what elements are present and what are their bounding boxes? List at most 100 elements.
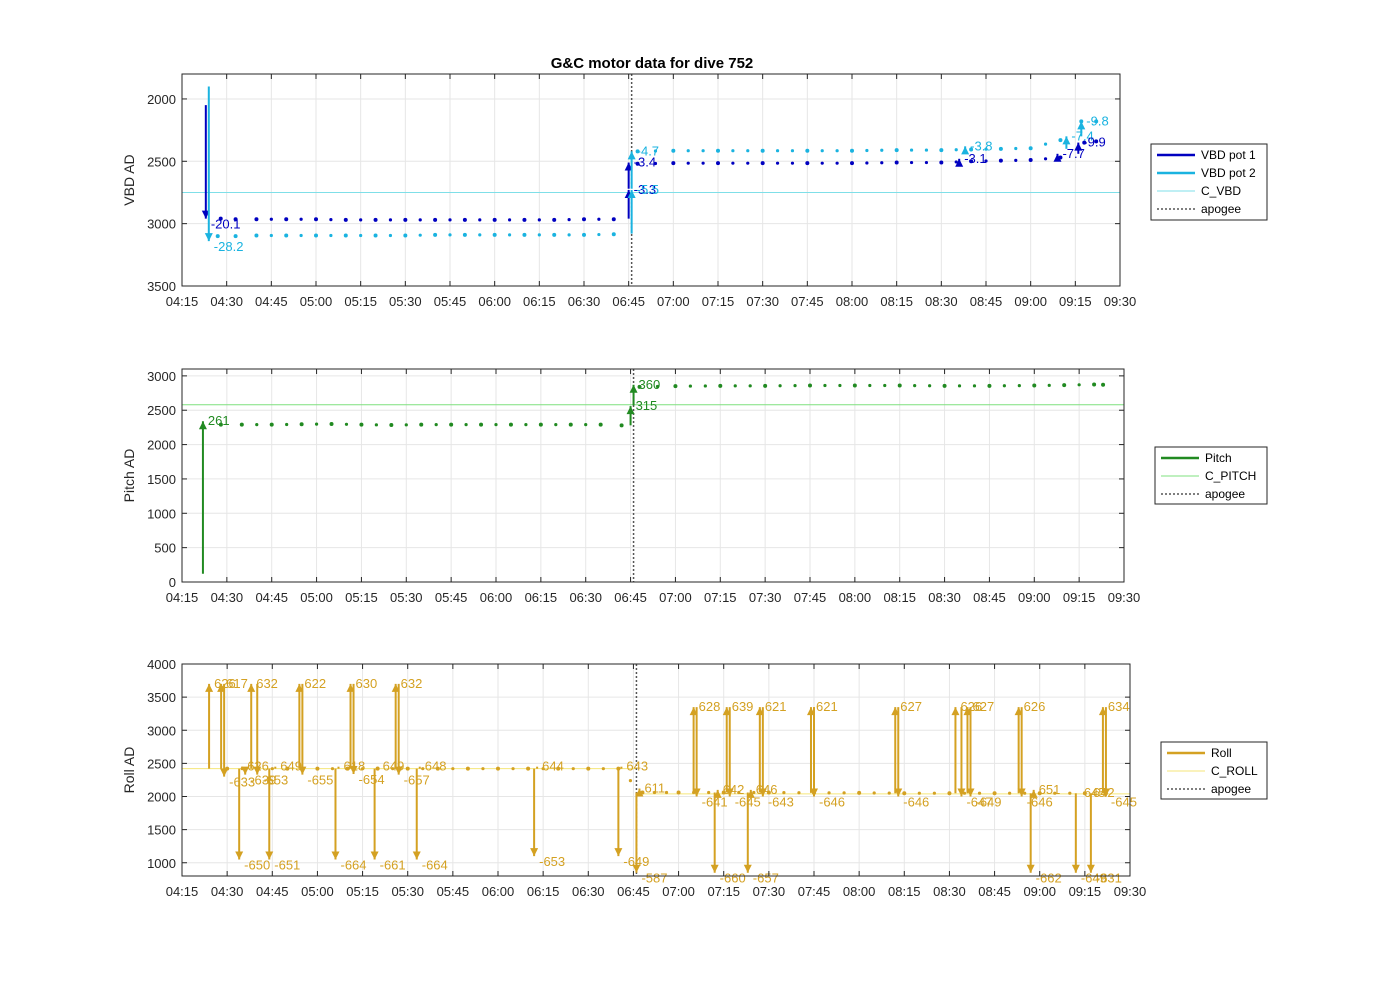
roll-move-label: -653 (262, 773, 288, 788)
roll-move-arrowhead (746, 789, 755, 798)
roll-move-label: 630 (356, 676, 378, 691)
vbd-data-point (984, 159, 988, 163)
roll-data-point (827, 791, 831, 795)
roll-move-label: 634 (1108, 699, 1130, 714)
pitch-y-tick-label: 1000 (147, 506, 176, 521)
vbd-data-point (1043, 142, 1048, 146)
pitch-data-point (1101, 382, 1106, 387)
pitch-data-point (389, 422, 394, 427)
roll-move-label: -649 (975, 795, 1001, 810)
roll-move-label: 626 (1024, 699, 1046, 714)
pitch-data-point (673, 384, 678, 389)
roll-data-point (857, 790, 862, 795)
vbd-data-point (403, 233, 408, 238)
pitch-y-tick-label: 0 (169, 575, 176, 590)
roll-move-label: 622 (304, 676, 326, 691)
vbd-move-arrowhead (204, 233, 213, 242)
roll-move-label: -651 (274, 857, 300, 872)
roll-move-label: -645 (1111, 795, 1137, 810)
pitch-x-tick-label: 04:30 (211, 590, 244, 605)
roll-move-label: -657 (753, 871, 779, 886)
vbd-data-point (314, 217, 318, 222)
vbd-move-label: -3.8 (970, 138, 992, 153)
vbd-data-point (611, 232, 616, 237)
vbd-data-point (462, 232, 467, 237)
pitch-x-tick-label: 05:30 (390, 590, 423, 605)
roll-move-label: 632 (401, 676, 423, 691)
roll-data-point (345, 766, 350, 771)
pitch-data-point (314, 422, 319, 426)
roll-move-arrowhead (692, 788, 701, 797)
pitch-data-point (1032, 383, 1037, 388)
roll-move-arrowhead (394, 766, 403, 775)
roll-move-arrowhead (722, 707, 731, 716)
pitch-panel: 261 315 360 04:15 04:30 04:45 05:00 05:15 05:30 0… (121, 368, 1268, 605)
roll-panel: 626617-633626-650-639632-653649-651622-6… (121, 657, 1268, 899)
pitch-data-point (987, 383, 992, 388)
pitch-data-point (763, 383, 768, 388)
vbd-move-arrowhead (1053, 153, 1062, 162)
roll-move-arrowhead (220, 768, 229, 777)
vbd-data-point (746, 149, 750, 153)
roll-move-label: -662 (1036, 871, 1062, 886)
roll-data-point (962, 791, 967, 795)
vbd-data-point (850, 161, 854, 166)
roll-move-arrowhead (1029, 789, 1038, 798)
roll-move-arrowhead (689, 707, 698, 716)
pitch-legend-label: apogee (1205, 487, 1245, 501)
vbd-data-point (233, 217, 238, 222)
roll-move-arrowhead (891, 707, 900, 716)
roll-data-point (707, 790, 711, 795)
vbd-x-tick-label: 06:15 (523, 294, 556, 309)
roll-move-arrowhead (235, 851, 244, 860)
vbd-data-point (552, 232, 557, 237)
roll-x-tick-label: 04:30 (211, 884, 244, 899)
vbd-data-point (954, 148, 958, 152)
pitch-data-point (269, 422, 274, 427)
pitch-legend-label: C_PITCH (1205, 469, 1256, 483)
vbd-data-point (1014, 158, 1018, 162)
roll-move-arrowhead (635, 788, 644, 797)
vbd-data-point (731, 161, 735, 165)
vbd-data-point (299, 217, 303, 221)
vbd-data-point (924, 148, 929, 152)
vbd-data-point (998, 158, 1003, 163)
vbd-data-point (552, 217, 557, 222)
vbd-data-point (716, 148, 720, 153)
pitch-data-point (733, 384, 737, 388)
vbd-data-point (924, 160, 929, 165)
pitch-y-tick-label: 2500 (147, 403, 176, 418)
roll-move-label: -646 (1027, 795, 1053, 810)
roll-move-arrowhead (253, 766, 262, 775)
pitch-x-tick-label: 05:45 (435, 590, 468, 605)
vbd-x-tick-label: 07:30 (746, 294, 779, 309)
pitch-move-arrowhead (626, 406, 635, 415)
pitch-y-tick-label: 2000 (147, 438, 176, 453)
vbd-data-point (343, 217, 348, 222)
roll-legend-label: C_ROLL (1211, 764, 1258, 778)
pitch-frame (181, 368, 1125, 583)
vbd-legend-label: apogee (1201, 202, 1241, 216)
roll-move-label: 651 (1039, 782, 1061, 797)
vbd-x-tick-label: 05:15 (344, 294, 377, 309)
vbd-data-point (582, 232, 586, 237)
roll-data-point (797, 791, 801, 795)
pitch-data-point (239, 422, 244, 427)
roll-move-label: 645 (1084, 785, 1106, 800)
vbd-move-arrowhead (1062, 136, 1071, 145)
vbd-data-point (1082, 140, 1087, 145)
roll-move-label: -650 (244, 857, 270, 872)
roll-move-arrowhead (346, 683, 355, 692)
vbd-data-point (880, 161, 884, 165)
roll-move-arrowhead (391, 683, 400, 692)
roll-move-label: -646 (903, 795, 929, 810)
vbd-data-point (835, 161, 839, 165)
roll-move-label: -654 (359, 772, 385, 787)
pitch-x-tick-label: 09:30 (1108, 590, 1141, 605)
vbd-data-point (284, 217, 289, 222)
roll-move-arrowhead (614, 848, 623, 857)
pitch-x-tick-label: 06:00 (480, 590, 513, 605)
vbd-data-point (820, 161, 824, 165)
pitch-data-point (655, 384, 660, 389)
